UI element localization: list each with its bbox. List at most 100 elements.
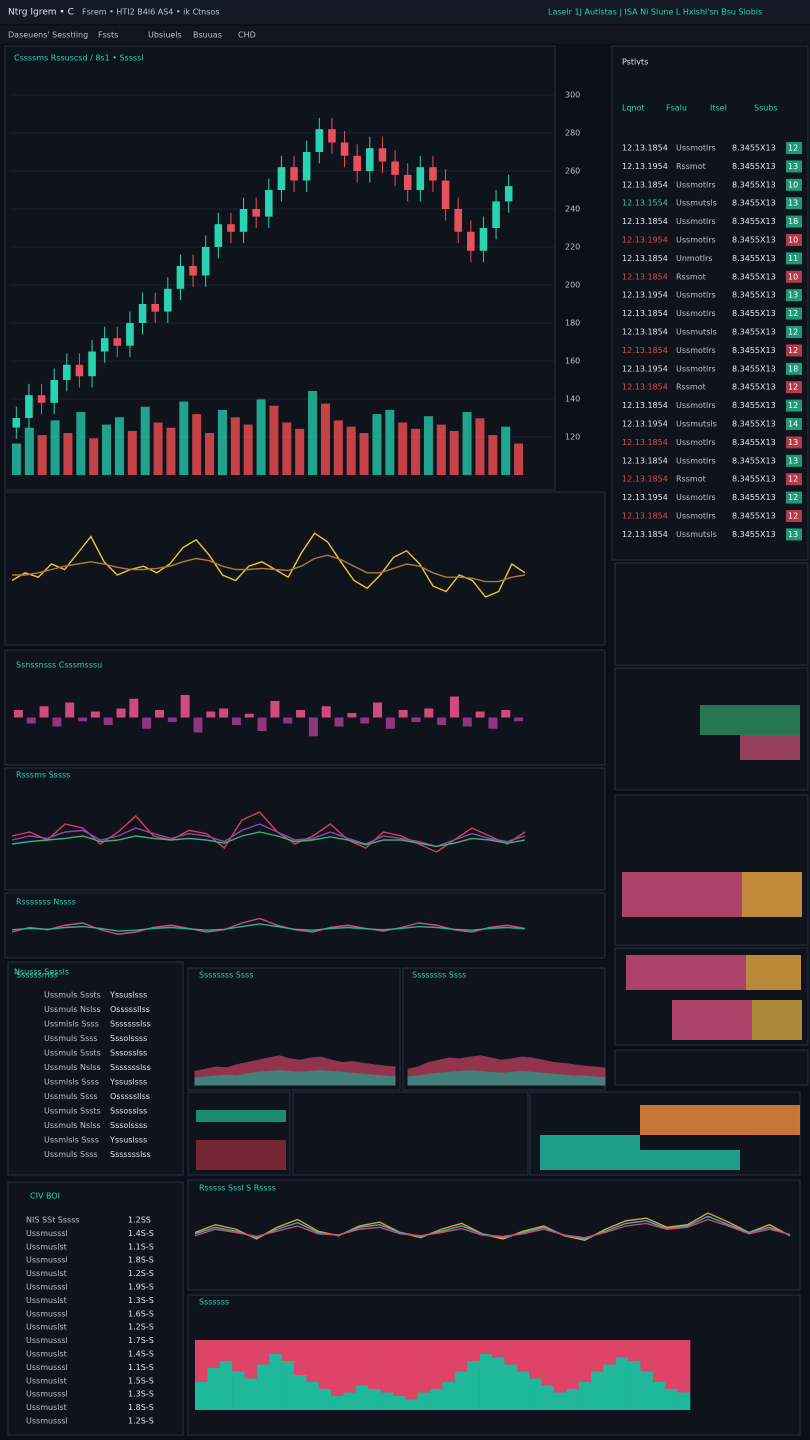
bar [437, 717, 447, 725]
stacked-bar [331, 1396, 344, 1410]
book-tag: 18 [788, 217, 798, 226]
book-price: 12.13.1854 [622, 309, 668, 318]
tab[interactable]: Bsuuas [193, 31, 222, 40]
stacked-bar [380, 1392, 394, 1410]
stacked-bar [207, 1340, 221, 1368]
book-tag-bg [786, 473, 802, 486]
bar [179, 401, 189, 475]
bar [436, 424, 446, 475]
chart-title: Rsssms Sssss [16, 771, 70, 780]
position-name: Ussmusssl [26, 1390, 68, 1399]
stacked-bar [553, 1340, 567, 1393]
stacked-bar [306, 1382, 320, 1410]
candle-body [302, 152, 311, 181]
book-tag-bg [786, 418, 802, 430]
bar [269, 405, 279, 475]
candle-body [391, 161, 399, 175]
panel [7, 1181, 184, 1436]
book-tag: 12 [788, 401, 798, 410]
bar [153, 422, 163, 475]
chart-title: Ssssssss Ssss [412, 971, 466, 980]
position-value: 1.1S-S [128, 1242, 154, 1251]
heat-block [196, 1140, 286, 1170]
bar [257, 717, 267, 731]
candle-body [378, 148, 387, 162]
stacked-bar [516, 1340, 530, 1372]
book-tag-bg [786, 381, 802, 394]
book-size: 8.3455X13 [732, 162, 776, 171]
stacked-bar [232, 1371, 245, 1410]
chart-title: Ssssssmss [16, 971, 58, 980]
stacked-bar [603, 1340, 617, 1365]
list-name: Ussmlsls Ssss [44, 1020, 99, 1029]
bar [346, 426, 356, 475]
tab[interactable]: Daseuens' Sesstling [8, 31, 88, 40]
list-value: Osssssllss [110, 1092, 150, 1101]
bar [78, 717, 88, 722]
bar [462, 412, 472, 475]
bar [13, 710, 23, 718]
stacked-bar [219, 1361, 233, 1410]
book-tag-bg [786, 528, 802, 541]
bar [180, 695, 190, 718]
bar [205, 433, 215, 475]
panel [611, 45, 809, 561]
tab[interactable]: CHD [238, 31, 256, 40]
tab[interactable]: Fssts [98, 31, 118, 40]
menu[interactable]: Fsrem • HTI2 B4l6 AS4 • ik Ctnsos [82, 8, 220, 17]
candle-body [126, 323, 134, 346]
book-tab[interactable]: Ssubs [754, 104, 778, 113]
candle-body [25, 395, 33, 418]
bar [243, 424, 253, 475]
stacked-bar [628, 1340, 641, 1361]
position-name: Ussmuslst [26, 1376, 67, 1385]
stacked-bar [343, 1392, 357, 1410]
stacked-bar [219, 1340, 233, 1361]
book-tab[interactable]: Fsalu [666, 104, 687, 113]
candle-body [113, 338, 122, 346]
panel [4, 45, 556, 491]
book-tag: 18 [788, 364, 798, 373]
panel [614, 794, 809, 946]
stacked-bar [355, 1340, 369, 1386]
candle-body [353, 155, 361, 171]
candle-body [138, 304, 147, 323]
book-tag: 12 [788, 512, 798, 521]
candle-body [88, 351, 96, 377]
stacked-bar [405, 1340, 419, 1400]
candle-body [239, 209, 248, 232]
book-price: 12.13.1854 [622, 217, 668, 226]
candle-body [151, 304, 159, 312]
bar [359, 433, 369, 475]
stacked-bar [380, 1340, 394, 1393]
stacked-bar [504, 1364, 518, 1410]
book-tag: 13 [788, 199, 798, 208]
book-name: Rssmot [676, 383, 706, 392]
stacked-bar [529, 1340, 542, 1379]
panel [614, 562, 809, 666]
candle-body [227, 224, 235, 232]
y-tick-label: 160 [565, 357, 580, 366]
panel [614, 1049, 809, 1086]
app-title: Ntrg Igrem • C [8, 8, 74, 18]
book-tab[interactable]: Itsel [710, 104, 727, 113]
book-tag: 13 [788, 162, 798, 171]
tab[interactable]: Ubsiuels [148, 31, 182, 40]
book-tag: 12 [788, 328, 798, 337]
stacked-bar [541, 1340, 555, 1386]
bar [283, 717, 293, 724]
list-name: Ussmlsls Ssss [44, 1136, 99, 1145]
heat-block [752, 1000, 802, 1040]
stacked-bar [393, 1396, 406, 1410]
position-value: 1.1S-S [128, 1363, 154, 1372]
book-tag-bg [786, 252, 802, 265]
stacked-bar [256, 1340, 270, 1365]
stacked-bar [479, 1354, 493, 1410]
book-name: Ussmutsls [676, 530, 717, 539]
panel [4, 649, 606, 766]
book-tag: 12 [788, 475, 798, 484]
book-tab[interactable]: Lqnot [622, 104, 645, 113]
stacked-bar [393, 1340, 406, 1396]
stacked-bar [256, 1364, 270, 1410]
book-price: 12.13.1854 [622, 401, 668, 410]
